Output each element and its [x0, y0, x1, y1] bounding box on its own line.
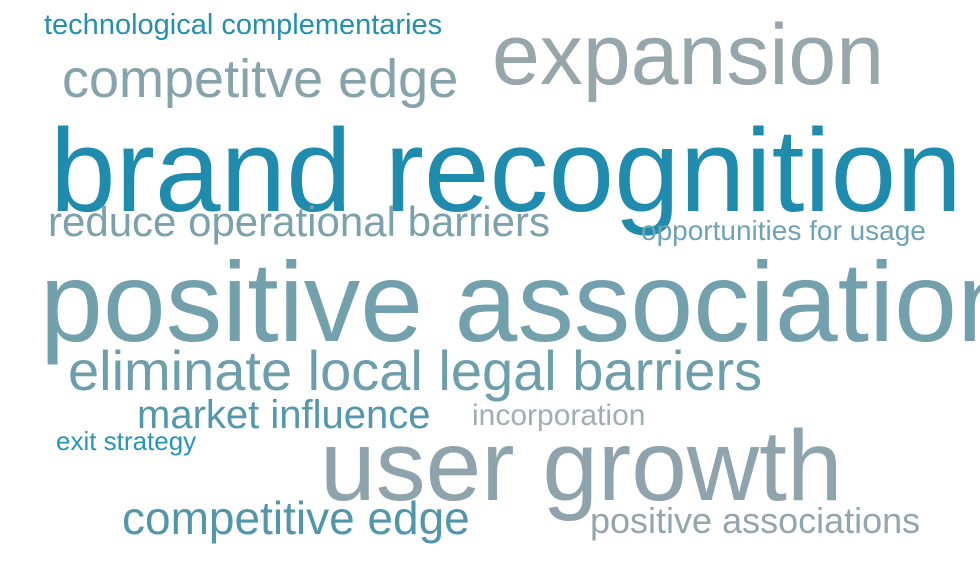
word-eliminate-local-legal-barriers: eliminate local legal barriers — [68, 339, 763, 402]
word-user-growth: user growth — [320, 410, 843, 522]
word-market-influence: market influence — [137, 393, 431, 437]
word-exit-strategy: exit strategy — [56, 426, 197, 456]
word-incorporation: incorporation — [472, 399, 646, 432]
word-brand-recognition: brand recognition — [50, 105, 962, 237]
word-competitve-edge: competitve edge — [62, 49, 459, 109]
word-reduce-operational-barriers: reduce operational barriers — [48, 198, 550, 245]
word-expansion: expansion — [492, 7, 885, 103]
word-positive-associations: positive associations — [590, 500, 921, 541]
word-competitive-edge: competitive edge — [122, 492, 470, 544]
word-opportunities-for-usage: opportunities for usage — [641, 215, 926, 246]
word-technological-complementaries: technological complementaries — [44, 9, 443, 41]
word-positive-association: positive association — [40, 239, 980, 365]
